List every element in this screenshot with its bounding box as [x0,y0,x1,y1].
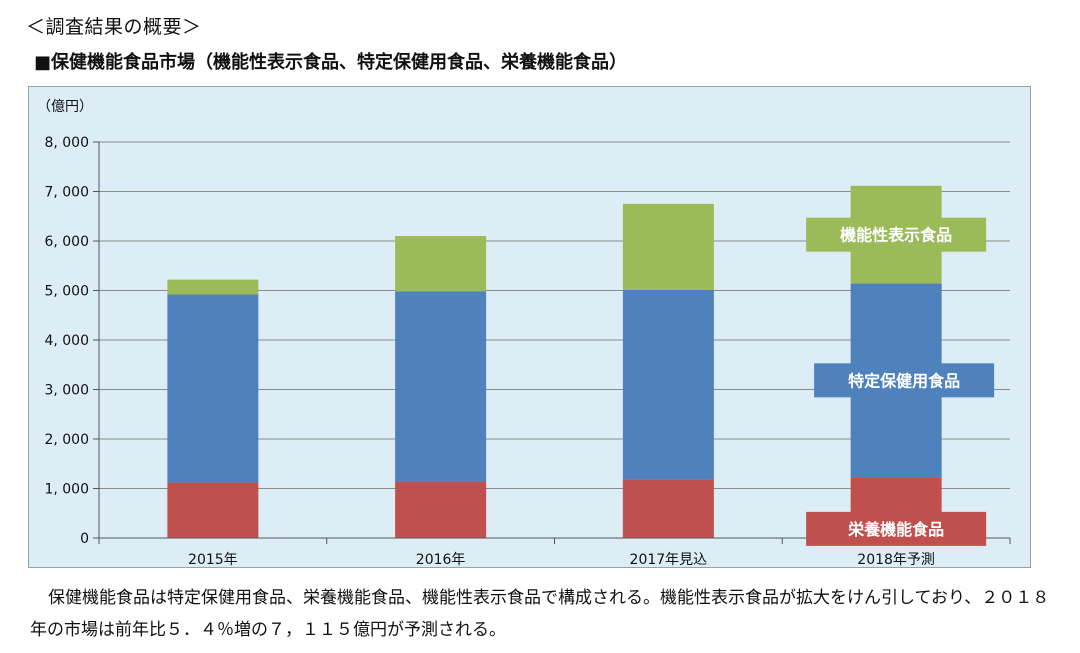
bar-segment [622,290,714,480]
y-tick-label: 3, 000 [44,383,89,399]
series-label: 機能性表示食品 [840,226,952,245]
stacked-bar-chart: 0 1, 000 2, 000 3, 000 4, 000 5, 000 6, 000 7, … [37,99,1011,567]
series-label-box [814,363,995,398]
series-label-box [806,217,987,252]
bar-segment [167,279,259,295]
y-tick-label: 0 [80,531,89,547]
bar-segment [395,236,487,292]
y-tick-label: 4, 000 [44,333,89,349]
chart-title: ■保健機能食品市場（機能性表示食品、特定保健用食品、栄養機能食品） [34,52,628,73]
y-unit-label: （億円） [37,99,93,115]
y-tick-label: 6, 000 [44,234,89,250]
axes: 0 1, 000 2, 000 3, 000 4, 000 5, 000 6, 000 7, … [37,99,1011,567]
bar-segment [167,294,259,483]
y-tick-label: 7, 000 [44,185,89,201]
series-label: 特定保健用食品 [848,371,960,390]
y-tick-label: 1, 000 [44,482,89,498]
bar-segment [395,481,487,538]
y-tick-label: 5, 000 [44,284,89,300]
x-tick-label: 2018年予測 [857,552,935,567]
summary-caption: 保健機能食品は特定保健用食品、栄養機能食品、機能性表示食品で構成される。機能性表… [30,588,1050,640]
series-label-box [806,511,987,546]
x-tick-label: 2016年 [416,552,466,567]
y-tick-label: 8, 000 [44,135,89,151]
y-tick-label: 2, 000 [44,432,89,448]
section-heading: ＜調査結果の概要＞ [26,16,202,38]
bar-segment [622,479,714,538]
bars [167,185,942,538]
x-tick-label: 2017年見込 [630,552,708,567]
x-tick-label: 2015年 [188,552,238,567]
bar-segment [167,482,259,538]
chart-area: 0 1, 000 2, 000 3, 000 4, 000 5, 000 6, 000 7, … [28,86,1031,568]
bar-segment [622,203,714,291]
series-label: 栄養機能食品 [847,520,944,539]
bar-segment [395,291,487,482]
